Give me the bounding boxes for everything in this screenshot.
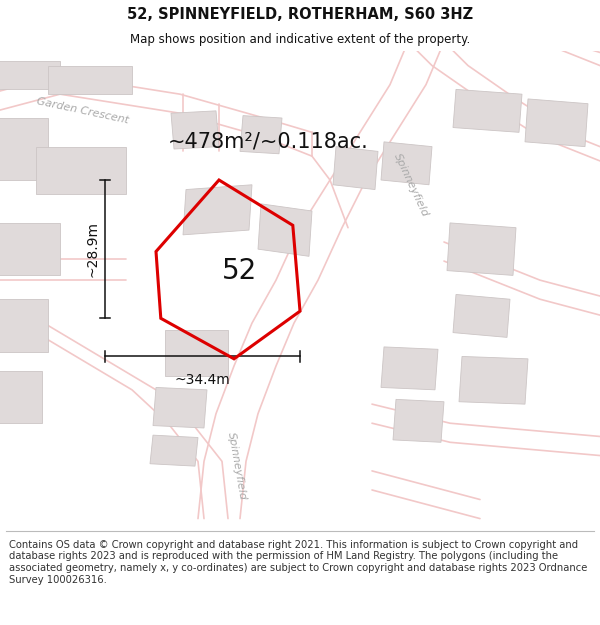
Text: Contains OS data © Crown copyright and database right 2021. This information is : Contains OS data © Crown copyright and d…: [9, 540, 587, 584]
Polygon shape: [153, 388, 207, 428]
Polygon shape: [0, 299, 48, 352]
Polygon shape: [0, 61, 60, 89]
Text: ~34.4m: ~34.4m: [175, 373, 230, 387]
Text: Map shows position and indicative extent of the property.: Map shows position and indicative extent…: [130, 34, 470, 46]
Polygon shape: [333, 147, 378, 189]
Polygon shape: [150, 435, 198, 466]
Polygon shape: [453, 294, 510, 338]
Text: ~478m²/~0.118ac.: ~478m²/~0.118ac.: [168, 132, 369, 152]
Text: Spinneyfield: Spinneyfield: [392, 151, 430, 218]
Polygon shape: [183, 185, 252, 235]
Text: Spinneyfield: Spinneyfield: [226, 431, 248, 501]
Polygon shape: [0, 118, 48, 180]
Polygon shape: [36, 147, 126, 194]
Polygon shape: [393, 399, 444, 442]
Text: 52: 52: [223, 257, 257, 284]
Polygon shape: [0, 223, 60, 276]
Polygon shape: [381, 347, 438, 390]
Polygon shape: [381, 142, 432, 185]
Polygon shape: [48, 66, 132, 94]
Polygon shape: [525, 99, 588, 147]
Polygon shape: [447, 223, 516, 276]
Text: ~28.9m: ~28.9m: [86, 221, 100, 277]
Text: Garden Crescent: Garden Crescent: [36, 96, 130, 126]
Polygon shape: [459, 356, 528, 404]
Polygon shape: [165, 330, 228, 376]
Polygon shape: [0, 371, 42, 423]
Polygon shape: [453, 89, 522, 132]
Polygon shape: [258, 204, 312, 256]
Polygon shape: [240, 116, 282, 154]
Polygon shape: [171, 111, 219, 149]
Text: 52, SPINNEYFIELD, ROTHERHAM, S60 3HZ: 52, SPINNEYFIELD, ROTHERHAM, S60 3HZ: [127, 7, 473, 22]
